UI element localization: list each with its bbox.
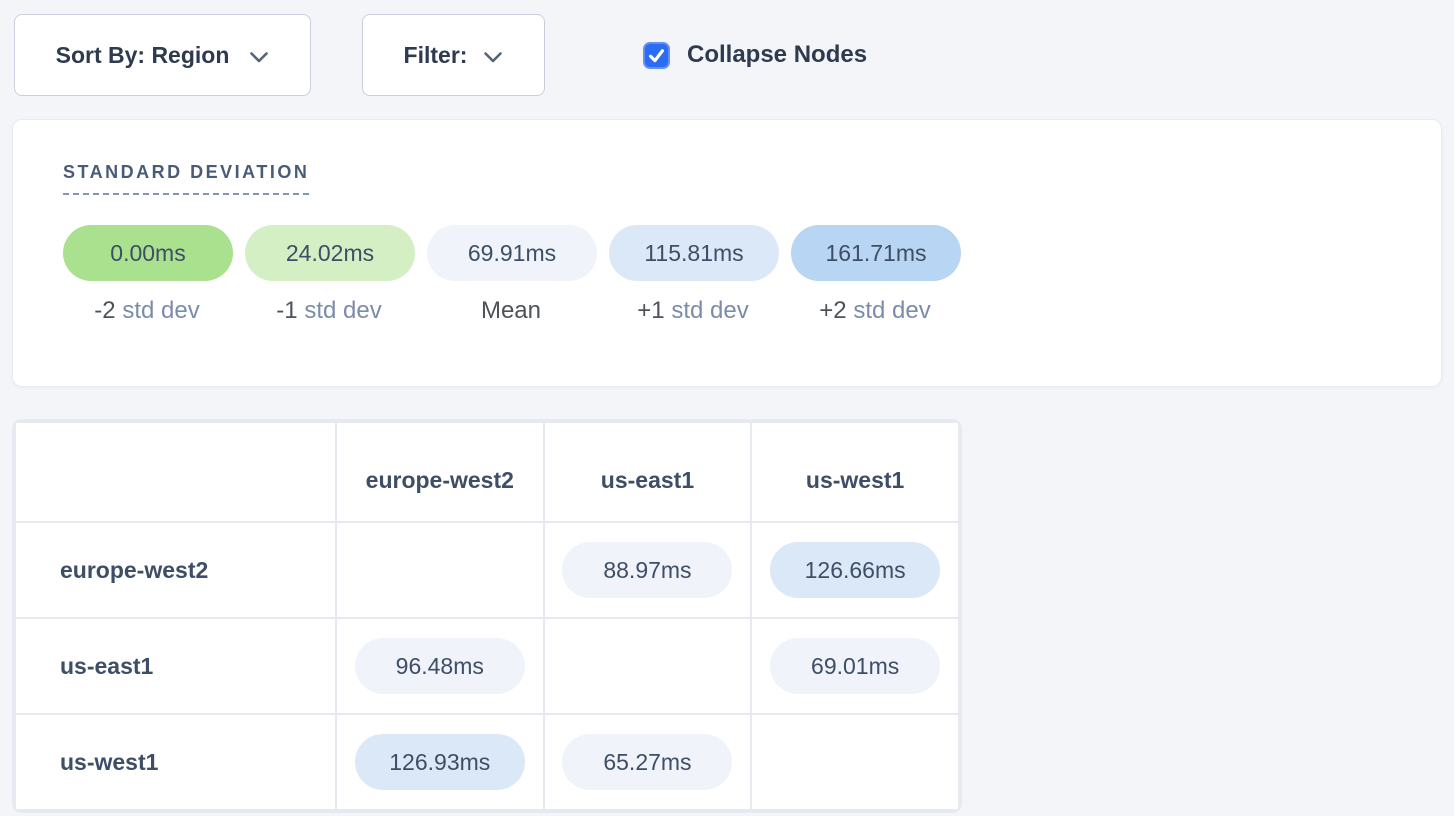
matrix-corner-cell: [14, 421, 337, 523]
matrix-cell: 69.01ms: [750, 617, 960, 715]
sort-by-label: Sort By: Region: [55, 41, 230, 68]
matrix-cell: 65.27ms: [542, 713, 753, 811]
legend-label: +1 std dev: [637, 297, 749, 324]
matrix-cell-empty: [334, 521, 545, 619]
legend-label: -1 std dev: [276, 297, 382, 324]
filter-select[interactable]: Filter:: [362, 14, 545, 96]
legend-pill: 24.02ms: [245, 225, 415, 281]
collapse-nodes-checkbox[interactable]: Collapse Nodes: [643, 41, 867, 69]
legend-pill: 0.00ms: [63, 225, 233, 281]
latency-matrix: europe-west2 us-east1 us-west1 europe-we…: [12, 419, 962, 813]
latency-pill: 126.66ms: [770, 542, 941, 598]
legend-pill: 115.81ms: [609, 225, 779, 281]
chevron-down-icon: [249, 51, 269, 64]
latency-pill: 88.97ms: [562, 542, 733, 598]
matrix-row-header: europe-west2: [14, 521, 337, 619]
legend-item-mean: 69.91ms Mean: [427, 225, 597, 325]
standard-deviation-card: STANDARD DEVIATION 0.00ms -2 std dev 24.…: [12, 119, 1442, 387]
legend-item-plus1: 115.81ms +1 std dev: [609, 225, 779, 325]
latency-pill: 126.93ms: [354, 734, 525, 790]
matrix-row-us-east1: us-east1 96.48ms 69.01ms: [14, 617, 960, 715]
matrix-cell: 126.66ms: [750, 521, 960, 619]
collapse-nodes-label: Collapse Nodes: [687, 41, 868, 68]
latency-pill: 69.01ms: [770, 638, 941, 694]
latency-pill: 96.48ms: [354, 638, 525, 694]
legend-pill: 69.91ms: [427, 225, 597, 281]
matrix-col-header: europe-west2: [334, 421, 545, 523]
matrix-table: europe-west2 us-east1 us-west1 europe-we…: [14, 421, 960, 811]
latency-pill: 65.27ms: [562, 734, 733, 790]
legend-item-minus2: 0.00ms -2 std dev: [63, 225, 233, 325]
legend-label: Mean: [480, 297, 542, 324]
legend-pill-row: 0.00ms -2 std dev 24.02ms -1 std dev 69.…: [63, 225, 1391, 325]
matrix-header-row: europe-west2 us-east1 us-west1: [14, 421, 960, 523]
matrix-row-us-west1: us-west1 126.93ms 65.27ms: [14, 713, 960, 811]
matrix-row-header: us-west1: [14, 713, 337, 811]
matrix-row-europe-west2: europe-west2 88.97ms 126.66ms: [14, 521, 960, 619]
matrix-row-header: us-east1: [14, 617, 337, 715]
toolbar: Sort By: Region Filter: Collapse Nodes: [0, 0, 1454, 96]
legend-item-minus1: 24.02ms -1 std dev: [245, 225, 415, 325]
legend-title: STANDARD DEVIATION: [63, 162, 310, 195]
legend-label: +2 std dev: [819, 297, 931, 324]
filter-label: Filter:: [403, 41, 468, 68]
matrix-cell: 96.48ms: [334, 617, 545, 715]
legend-item-plus2: 161.71ms +2 std dev: [791, 225, 961, 325]
legend-label: -2 std dev: [94, 297, 200, 324]
sort-by-select[interactable]: Sort By: Region: [14, 14, 311, 96]
checkbox-checked-icon: [643, 41, 670, 69]
matrix-col-header: us-west1: [750, 421, 960, 523]
matrix-cell-empty: [542, 617, 753, 715]
chevron-down-icon: [483, 51, 503, 64]
matrix-cell: 126.93ms: [334, 713, 545, 811]
legend-pill: 161.71ms: [791, 225, 961, 281]
matrix-col-header: us-east1: [542, 421, 753, 523]
matrix-cell-empty: [750, 713, 960, 811]
matrix-cell: 88.97ms: [542, 521, 753, 619]
